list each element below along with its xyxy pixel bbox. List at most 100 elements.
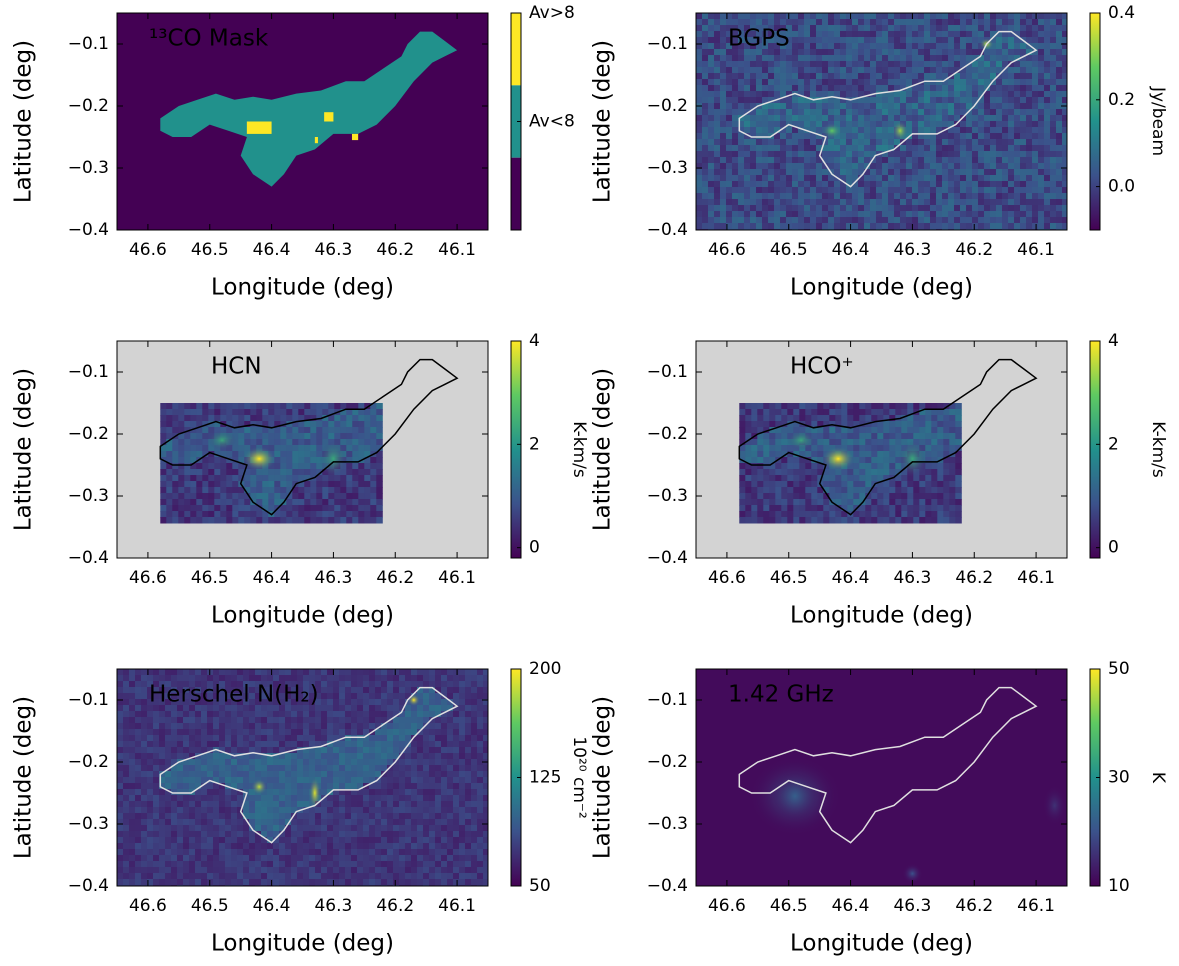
x-tick-label: 46.3	[893, 896, 931, 916]
colorbar-tick-label: 4	[1108, 331, 1119, 351]
x-tick-label: 46.6	[129, 568, 167, 588]
x-tick-label: 46.3	[893, 240, 931, 260]
y-tick-label: −0.3	[68, 158, 109, 178]
y-tick-label: −0.1	[68, 362, 109, 382]
x-tick-label: 46.5	[191, 240, 229, 260]
colorbar	[511, 157, 521, 230]
colorbar-label: K-km/s	[1148, 421, 1168, 478]
colorbar-label: K	[1148, 772, 1168, 784]
y-tick-label: −0.2	[68, 752, 109, 772]
colorbar-tick-label: 10	[1108, 876, 1130, 896]
colorbar-tick-label: 2	[529, 434, 540, 454]
x-tick-label: 46.4	[832, 240, 870, 260]
colorbar-tick-label: 50	[529, 876, 551, 896]
x-axis-label: Longitude (deg)	[211, 931, 394, 957]
colorbar	[511, 13, 521, 86]
axes-frame	[695, 340, 1068, 559]
colorbar-tick-label: 4	[529, 331, 540, 351]
y-tick-label: −0.2	[647, 752, 688, 772]
axes-frame	[116, 340, 489, 559]
axes-frame	[116, 12, 489, 231]
panel: ¹³CO Mask 46.6 46.5 46.4 46.3 46.2 46.1 −0.4 −0.…	[11, 3, 575, 301]
panel: HCN 46.6 46.5 46.4 46.3 46.2 46.1 −0.4 −0.3 −0.2 −…	[11, 331, 590, 629]
y-tick-label: −0.3	[647, 486, 688, 506]
colorbar-tick-label: 0.2	[1108, 90, 1135, 110]
y-tick-label: −0.2	[68, 96, 109, 116]
y-tick-label: −0.3	[647, 158, 688, 178]
panel-title: ¹³CO Mask	[149, 26, 269, 52]
x-tick-label: 46.4	[832, 568, 870, 588]
image	[696, 341, 1067, 558]
colorbar	[511, 341, 521, 558]
x-axis-label: Longitude (deg)	[790, 931, 973, 957]
y-axis-label: Latitude (deg)	[590, 40, 616, 203]
x-tick-label: 46.5	[191, 896, 229, 916]
panel: 1.42 GHz 46.6 46.5 46.4 46.3 46.2 46.1 −0.4 −0.3…	[590, 659, 1169, 957]
axes-frame	[116, 668, 489, 887]
panel-title: 1.42 GHz	[728, 682, 834, 708]
colorbar-label: Jy/beam	[1148, 86, 1168, 156]
colorbar-tick-label: 0.4	[1108, 3, 1135, 23]
colorbar	[1090, 341, 1100, 558]
x-tick-label: 46.6	[129, 240, 167, 260]
x-tick-label: 46.4	[253, 568, 291, 588]
colorbar-tick-label: 0	[1108, 538, 1119, 558]
colorbar-frame	[1089, 340, 1101, 559]
x-axis-label: Longitude (deg)	[211, 275, 394, 301]
y-tick-label: −0.1	[647, 690, 688, 710]
colorbar-tick-label: 200	[529, 659, 561, 679]
y-axis-label: Latitude (deg)	[590, 696, 616, 859]
panel-title: Herschel N(H₂)	[149, 682, 319, 708]
y-axis-label: Latitude (deg)	[11, 368, 37, 531]
y-tick-label: −0.2	[647, 96, 688, 116]
x-tick-label: 46.1	[1017, 568, 1055, 588]
x-tick-label: 46.3	[314, 240, 352, 260]
y-tick-label: −0.1	[68, 34, 109, 54]
x-tick-label: 46.6	[129, 896, 167, 916]
axes-frame	[695, 668, 1068, 887]
colorbar-tick-label: 0.0	[1108, 177, 1135, 197]
panel-title: BGPS	[728, 26, 790, 52]
axes-frame	[695, 12, 1068, 231]
colorbar-tick-label: 2	[1108, 434, 1119, 454]
panel: BGPS 46.6 46.5 46.4 46.3 46.2 46.1 −0.4 −0.3 −0.2…	[590, 3, 1169, 301]
y-tick-label: −0.4	[647, 548, 688, 568]
colorbar-label: K-km/s	[569, 421, 589, 478]
y-tick-label: −0.1	[647, 362, 688, 382]
colorbar-frame	[510, 340, 522, 559]
x-tick-label: 46.2	[955, 568, 993, 588]
x-tick-label: 46.6	[708, 240, 746, 260]
x-tick-label: 46.3	[314, 568, 352, 588]
x-tick-label: 46.2	[955, 896, 993, 916]
colorbar-tick-label: 0	[529, 538, 540, 558]
colorbar	[1090, 669, 1100, 886]
y-tick-label: −0.4	[647, 876, 688, 896]
colorbar-tick-label: 30	[1108, 768, 1130, 788]
colorbar-tick-label: Av<8	[529, 112, 575, 132]
panel: HCO⁺ 46.6 46.5 46.4 46.3 46.2 46.1 −0.4 −0.3 −0.2…	[590, 331, 1169, 629]
image	[696, 13, 1067, 230]
x-axis-label: Longitude (deg)	[790, 275, 973, 301]
y-tick-label: −0.1	[647, 34, 688, 54]
x-tick-label: 46.1	[438, 240, 476, 260]
x-tick-label: 46.1	[1017, 896, 1055, 916]
x-tick-label: 46.1	[438, 568, 476, 588]
colorbar-frame	[1089, 12, 1101, 231]
colorbar	[511, 85, 521, 158]
image	[117, 669, 488, 886]
y-axis-label: Latitude (deg)	[11, 696, 37, 859]
x-axis-label: Longitude (deg)	[211, 603, 394, 629]
y-tick-label: −0.4	[68, 876, 109, 896]
x-tick-label: 46.2	[376, 896, 414, 916]
x-tick-label: 46.4	[832, 896, 870, 916]
x-tick-label: 46.2	[376, 568, 414, 588]
y-axis-label: Latitude (deg)	[11, 40, 37, 203]
panel-title: HCN	[211, 354, 262, 380]
y-tick-label: −0.2	[647, 424, 688, 444]
x-tick-label: 46.4	[253, 240, 291, 260]
x-tick-label: 46.2	[376, 240, 414, 260]
image	[117, 341, 488, 558]
y-tick-label: −0.4	[68, 548, 109, 568]
y-tick-label: −0.4	[647, 220, 688, 240]
